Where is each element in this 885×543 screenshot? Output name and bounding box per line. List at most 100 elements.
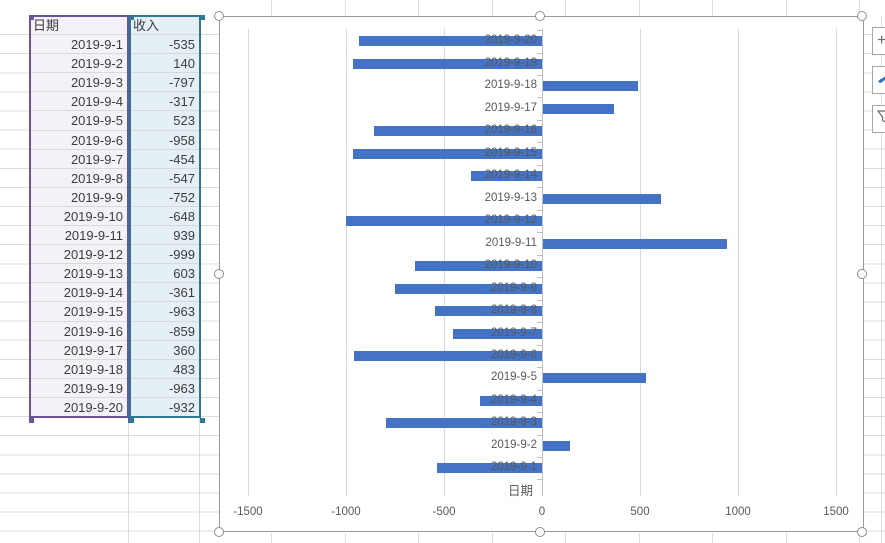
value-tick-label: -500 [414,506,474,518]
sheet-gridline [271,0,272,16]
category-label: 2019-9-1 [467,461,537,473]
sheet-gridline [786,533,787,543]
chart-filters-button[interactable] [872,105,885,133]
chart-resize-handle[interactable] [857,527,867,537]
date-cell[interactable]: 2019-9-7 [30,150,128,169]
category-label: 2019-9-5 [467,371,537,383]
axis-tick-mark [537,479,542,480]
income-cell[interactable]: 939 [130,226,200,245]
category-axis-line [542,29,543,496]
value-gridline [836,29,837,496]
income-cell[interactable]: -361 [130,283,200,302]
bar-chart[interactable]: 日期 -1500-1000-5000500100015002019-9-2020… [219,16,864,532]
date-column[interactable]: 日期2019-9-12019-9-22019-9-32019-9-42019-9… [30,16,128,417]
date-cell[interactable]: 2019-9-18 [30,360,128,379]
value-tick-label: -1000 [316,506,376,518]
category-label: 2019-9-14 [467,169,537,181]
date-cell[interactable]: 2019-9-4 [30,92,128,111]
date-cell[interactable]: 2019-9-12 [30,245,128,264]
chart-elements-button[interactable]: + [872,27,885,55]
category-label: 2019-9-11 [467,237,537,249]
chart-resize-handle[interactable] [214,11,224,21]
category-label: 2019-9-3 [467,416,537,428]
category-label: 2019-9-8 [467,304,537,316]
date-cell[interactable]: 2019-9-17 [30,341,128,360]
income-cell[interactable]: -963 [130,379,200,398]
income-cell[interactable]: -454 [130,150,200,169]
sheet-gridline [492,0,493,16]
income-cell[interactable]: -535 [130,35,200,54]
income-cell[interactable]: -547 [130,169,200,188]
category-label: 2019-9-9 [467,282,537,294]
axis-tick-mark [537,165,542,166]
date-cell[interactable]: 2019-9-15 [30,302,128,321]
income-cell[interactable]: -752 [130,188,200,207]
value-tick-label: 1500 [806,506,866,518]
income-cell[interactable]: 523 [130,111,200,130]
income-cell[interactable]: -648 [130,207,200,226]
category-label: 2019-9-6 [467,349,537,361]
income-cell[interactable]: 603 [130,264,200,283]
date-cell[interactable]: 2019-9-8 [30,169,128,188]
axis-tick-mark [537,277,542,278]
income-cell[interactable]: -999 [130,245,200,264]
income-cell[interactable]: -859 [130,322,200,341]
income-header-cell[interactable]: 收入 [130,16,200,35]
category-label: 2019-9-16 [467,124,537,136]
date-cell[interactable]: 2019-9-13 [30,264,128,283]
income-cell[interactable]: 483 [130,360,200,379]
sheet-gridline [271,533,272,543]
date-header-cell[interactable]: 日期 [30,16,128,35]
income-cell[interactable]: -932 [130,398,200,417]
bar-2019-9-13[interactable] [543,194,661,204]
income-cell[interactable]: -958 [130,131,200,150]
chart-resize-handle[interactable] [857,269,867,279]
category-label: 2019-9-4 [467,394,537,406]
plus-icon: + [877,36,885,46]
sheet-gridline [565,533,566,543]
date-cell[interactable]: 2019-9-14 [30,283,128,302]
bar-2019-9-18[interactable] [543,81,638,91]
chart-styles-button[interactable] [872,66,885,94]
income-cell[interactable]: 360 [130,341,200,360]
axis-tick-mark [537,300,542,301]
income-cell[interactable]: -963 [130,302,200,321]
income-column[interactable]: 收入-535140-797-317523-958-454-547-752-648… [130,16,200,417]
date-cell[interactable]: 2019-9-9 [30,188,128,207]
date-cell[interactable]: 2019-9-6 [30,131,128,150]
axis-tick-mark [537,345,542,346]
value-tick-label: 500 [610,506,670,518]
chart-resize-handle[interactable] [535,11,545,21]
bar-2019-9-11[interactable] [543,239,727,249]
date-cell[interactable]: 2019-9-5 [30,111,128,130]
income-cell[interactable]: 140 [130,54,200,73]
chart-resize-handle[interactable] [214,527,224,537]
bar-2019-9-5[interactable] [543,373,646,383]
axis-tick-mark [537,30,542,31]
axis-tick-mark [537,255,542,256]
sheet-gridline [345,533,346,543]
category-label: 2019-9-17 [467,102,537,114]
date-cell[interactable]: 2019-9-3 [30,73,128,92]
category-axis-title[interactable]: 日期 [508,480,533,499]
chart-resize-handle[interactable] [857,11,867,21]
bar-2019-9-2[interactable] [543,441,570,451]
date-cell[interactable]: 2019-9-11 [30,226,128,245]
date-cell[interactable]: 2019-9-10 [30,207,128,226]
date-cell[interactable]: 2019-9-1 [30,35,128,54]
axis-tick-mark [537,457,542,458]
sheet-gridline [712,533,713,543]
sheet-gridline [712,0,713,16]
date-cell[interactable]: 2019-9-19 [30,379,128,398]
income-cell[interactable]: -317 [130,92,200,111]
date-cell[interactable]: 2019-9-20 [30,398,128,417]
category-label: 2019-9-13 [467,192,537,204]
sheet-gridline [786,0,787,16]
bar-2019-9-17[interactable] [543,104,614,114]
value-tick-label: 0 [512,506,572,518]
date-cell[interactable]: 2019-9-16 [30,322,128,341]
chart-resize-handle[interactable] [214,269,224,279]
date-cell[interactable]: 2019-9-2 [30,54,128,73]
chart-resize-handle[interactable] [535,527,545,537]
income-cell[interactable]: -797 [130,73,200,92]
